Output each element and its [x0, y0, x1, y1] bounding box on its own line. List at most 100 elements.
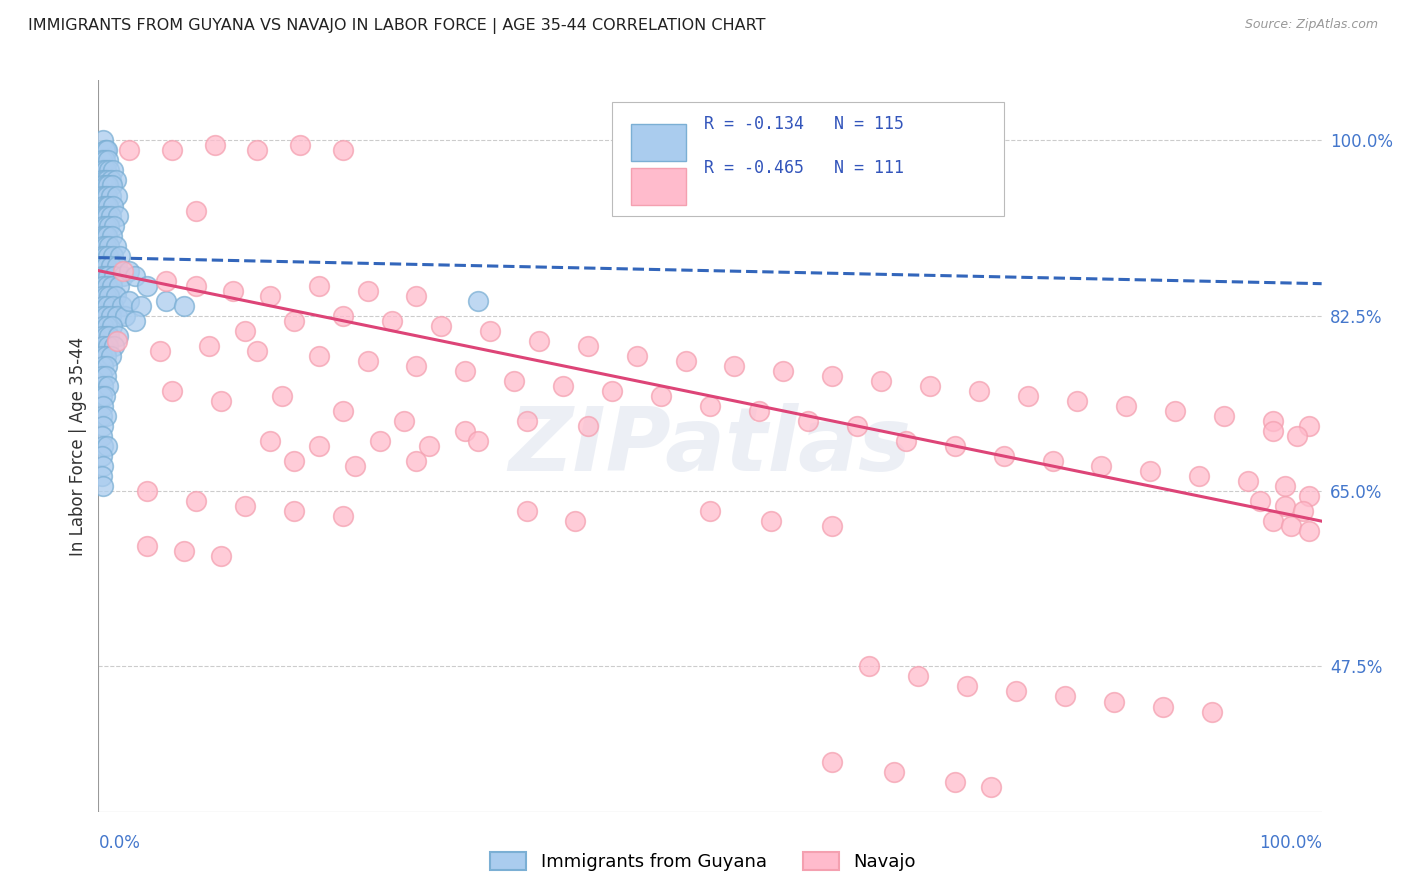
Point — [392, 414, 416, 428]
Point — [91, 399, 114, 413]
Point — [97, 268, 120, 283]
Point — [870, 374, 893, 388]
FancyBboxPatch shape — [630, 124, 686, 161]
Point — [96, 209, 118, 223]
Point — [97, 153, 120, 168]
Point — [821, 755, 844, 769]
Point — [91, 198, 114, 212]
Point — [111, 299, 134, 313]
Point — [197, 339, 219, 353]
Point — [186, 203, 208, 218]
Point — [96, 318, 118, 333]
Point — [93, 188, 115, 202]
Point — [94, 163, 117, 178]
Point — [136, 539, 159, 553]
Point — [1249, 494, 1271, 508]
Point — [103, 219, 125, 233]
Point — [91, 479, 114, 493]
Text: IMMIGRANTS FROM GUYANA VS NAVAJO IN LABOR FORCE | AGE 35-44 CORRELATION CHART: IMMIGRANTS FROM GUYANA VS NAVAJO IN LABO… — [28, 18, 766, 34]
Point — [91, 178, 114, 193]
Point — [1279, 519, 1302, 533]
Point — [515, 414, 537, 428]
Point — [1292, 504, 1315, 518]
Point — [967, 384, 990, 398]
Point — [503, 374, 526, 388]
Point — [772, 364, 794, 378]
Point — [94, 309, 117, 323]
Point — [1115, 399, 1137, 413]
Point — [101, 278, 124, 293]
Point — [1139, 464, 1161, 478]
Point — [209, 393, 232, 408]
Point — [222, 284, 245, 298]
Point — [626, 349, 648, 363]
Point — [118, 263, 141, 277]
Point — [91, 153, 114, 168]
Point — [283, 314, 305, 328]
Point — [344, 458, 367, 473]
Point — [93, 389, 115, 403]
Point — [91, 419, 114, 434]
Point — [209, 549, 232, 564]
Text: 0.0%: 0.0% — [98, 834, 141, 852]
Point — [270, 389, 294, 403]
Point — [980, 780, 1002, 794]
Point — [91, 439, 114, 453]
Point — [91, 339, 114, 353]
Point — [91, 259, 114, 273]
Point — [96, 359, 118, 373]
Point — [430, 318, 453, 333]
Point — [118, 144, 141, 158]
Point — [246, 343, 269, 358]
Point — [564, 514, 586, 528]
Point — [108, 278, 131, 293]
Point — [405, 454, 427, 468]
Point — [97, 178, 120, 193]
Point — [93, 153, 115, 168]
Legend: Immigrants from Guyana, Navajo: Immigrants from Guyana, Navajo — [482, 845, 924, 879]
Point — [124, 268, 146, 283]
Point — [105, 259, 128, 273]
Point — [91, 328, 114, 343]
Point — [748, 404, 770, 418]
Point — [478, 324, 501, 338]
Point — [100, 209, 122, 223]
Point — [1261, 514, 1284, 528]
Point — [467, 293, 489, 308]
Point — [91, 278, 114, 293]
Point — [186, 278, 208, 293]
Point — [136, 278, 159, 293]
Point — [943, 439, 966, 453]
Point — [821, 368, 844, 383]
Point — [93, 144, 115, 158]
Point — [97, 379, 120, 393]
Point — [107, 209, 129, 223]
Point — [1261, 424, 1284, 438]
Point — [233, 499, 256, 513]
Point — [761, 514, 783, 528]
FancyBboxPatch shape — [612, 103, 1004, 216]
Point — [94, 409, 117, 423]
Point — [527, 334, 550, 348]
Point — [204, 138, 226, 153]
Point — [858, 659, 880, 673]
Point — [104, 238, 127, 252]
Point — [105, 188, 128, 202]
Point — [332, 509, 354, 524]
Point — [98, 219, 121, 233]
Point — [96, 278, 118, 293]
Point — [111, 263, 134, 277]
Point — [155, 293, 177, 308]
Point — [1261, 414, 1284, 428]
Point — [173, 299, 195, 313]
Point — [160, 384, 183, 398]
Point — [93, 173, 115, 187]
Point — [332, 309, 354, 323]
Point — [110, 249, 132, 263]
Point — [259, 289, 281, 303]
Point — [91, 163, 114, 178]
Text: R = -0.465   N = 111: R = -0.465 N = 111 — [704, 159, 904, 177]
Point — [100, 349, 122, 363]
Point — [94, 259, 117, 273]
Point — [97, 249, 120, 263]
